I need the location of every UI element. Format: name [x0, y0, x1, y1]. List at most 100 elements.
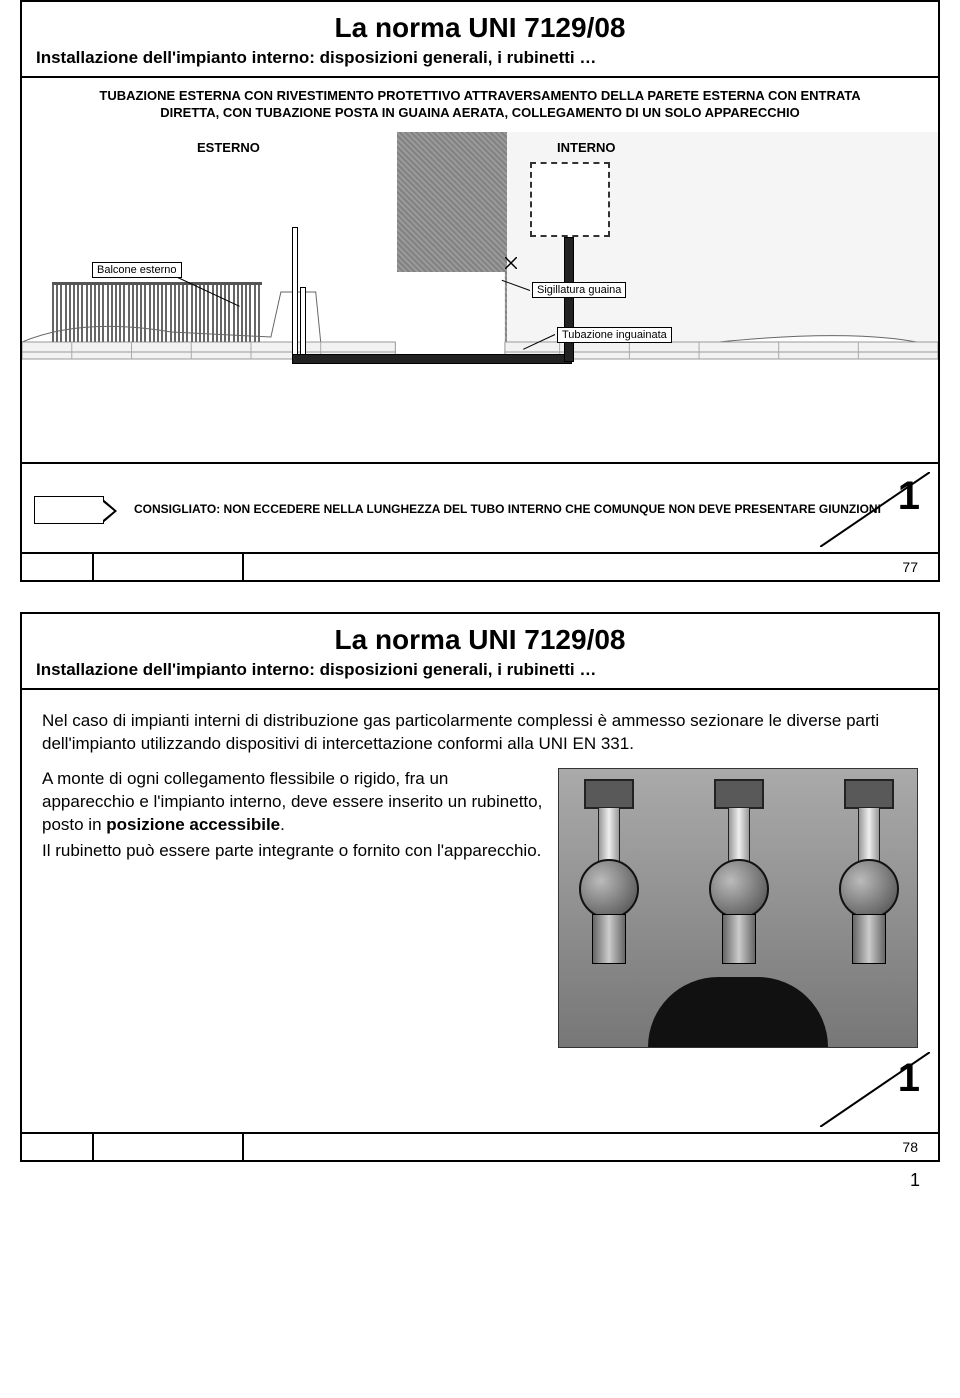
railing-bar	[195, 282, 197, 342]
slide2-para1: Nel caso di impianti interni di distribu…	[22, 696, 938, 768]
railing-bar	[233, 282, 235, 342]
appliance-box	[530, 162, 610, 237]
footer-div-2b	[242, 1134, 244, 1160]
footer-div-1b	[92, 1134, 94, 1160]
railing-bar	[174, 282, 176, 342]
railing-bar	[60, 282, 62, 342]
lower-row: A monte di ogni collegamento flessibile …	[22, 768, 938, 1062]
railing-bar	[94, 282, 96, 342]
slide2-title: La norma UNI 7129/08	[22, 614, 938, 660]
slide2-para2: A monte di ogni collegamento flessibile …	[42, 768, 543, 1048]
railing-bar	[86, 282, 88, 342]
valve-body	[709, 859, 769, 919]
slide1-subtitle: Installazione dell'impianto interno: dis…	[22, 48, 938, 76]
corner-row-2: 1	[22, 1062, 938, 1132]
arrow-icon	[34, 496, 104, 524]
railing-bar	[199, 282, 201, 342]
pipe-riser-outer	[292, 227, 298, 357]
railing-bar	[149, 282, 151, 342]
railing-bar	[107, 282, 109, 342]
valve-body	[579, 859, 639, 919]
railing-bar	[90, 282, 92, 342]
slide-2: La norma UNI 7129/08 Installazione dell'…	[20, 612, 940, 1162]
railing-bar	[102, 282, 104, 342]
railing-bar	[178, 282, 180, 342]
railing-bar	[56, 282, 58, 342]
slide1-title: La norma UNI 7129/08	[22, 2, 938, 48]
railing-bar	[111, 282, 113, 342]
railing-bar	[165, 282, 167, 342]
footer-row-2: 78	[22, 1132, 938, 1160]
balcone-label: Balcone esterno	[92, 262, 182, 278]
valve-right	[834, 779, 904, 979]
nut-icon	[844, 779, 894, 809]
footer-div-2	[242, 554, 244, 580]
railing-bar	[157, 282, 159, 342]
railing-bar	[237, 282, 239, 342]
railing-bar	[258, 282, 260, 342]
railing-bar	[249, 282, 251, 342]
railing-bar	[73, 282, 75, 342]
valve-photo	[558, 768, 918, 1048]
stem	[598, 807, 620, 862]
divider	[22, 76, 938, 78]
railing-bar	[98, 282, 100, 342]
railing-bar	[228, 282, 230, 342]
railing-bar	[119, 282, 121, 342]
page-number-bottom: 1	[20, 1162, 940, 1191]
big-number-1: 1	[898, 474, 920, 519]
railing-bar	[170, 282, 172, 342]
railing-bar	[132, 282, 134, 342]
railing-bar	[182, 282, 184, 342]
pipe-internal-riser	[564, 237, 574, 362]
valve-lower	[852, 914, 886, 964]
railing-bar	[77, 282, 79, 342]
esterno-label: ESTERNO	[197, 140, 260, 155]
railing-bar	[69, 282, 71, 342]
tubazione-label: Tubazione inguainata	[557, 327, 672, 343]
railing-bar	[220, 282, 222, 342]
railing-bar	[254, 282, 256, 342]
stem	[728, 807, 750, 862]
divider-2	[22, 688, 938, 690]
stem	[858, 807, 880, 862]
railing-bar	[52, 282, 54, 342]
railing-bar	[216, 282, 218, 342]
interno-label: INTERNO	[557, 140, 616, 155]
railing-bar	[245, 282, 247, 342]
nut-icon	[584, 779, 634, 809]
valve-lower	[722, 914, 756, 964]
railing-bar	[161, 282, 163, 342]
railing-bar	[153, 282, 155, 342]
railing-bar	[224, 282, 226, 342]
note-row: CONSIGLIATO: NON ECCEDERE NELLA LUNGHEZZ…	[22, 462, 938, 552]
note-text: CONSIGLIATO: NON ECCEDERE NELLA LUNGHEZZ…	[114, 502, 926, 518]
railing-bar	[65, 282, 67, 342]
sigillatura-label: Sigillatura guaina	[532, 282, 626, 298]
slide2-subtitle: Installazione dell'impianto interno: dis…	[22, 660, 938, 688]
para3: Il rubinetto può essere parte integrante…	[42, 841, 541, 860]
railing-bar	[136, 282, 138, 342]
railing-bar	[81, 282, 83, 342]
railing-bar	[140, 282, 142, 342]
footer-div-1	[92, 554, 94, 580]
big-number-2: 1	[898, 1056, 920, 1101]
balcony-railing	[52, 282, 262, 342]
slide-2-page: La norma UNI 7129/08 Installazione dell'…	[20, 612, 940, 1191]
railing-bar	[191, 282, 193, 342]
railing-bar	[212, 282, 214, 342]
railing-bar	[123, 282, 125, 342]
slide1-caption: TUBAZIONE ESTERNA CON RIVESTIMENTO PROTE…	[22, 84, 938, 132]
pipe-horizontal	[292, 354, 572, 364]
railing-bar	[128, 282, 130, 342]
para2c: .	[280, 815, 285, 834]
railing-bar	[241, 282, 243, 342]
pipe-riser-inner	[300, 287, 306, 357]
nut-icon	[714, 779, 764, 809]
diagram: ESTERNO INTERNO	[22, 132, 938, 462]
footer-row-1: 77	[22, 552, 938, 580]
slide-1: La norma UNI 7129/08 Installazione dell'…	[20, 0, 940, 582]
pagenum-1: 77	[902, 559, 918, 575]
valve-left	[574, 779, 644, 979]
valve-body	[839, 859, 899, 919]
